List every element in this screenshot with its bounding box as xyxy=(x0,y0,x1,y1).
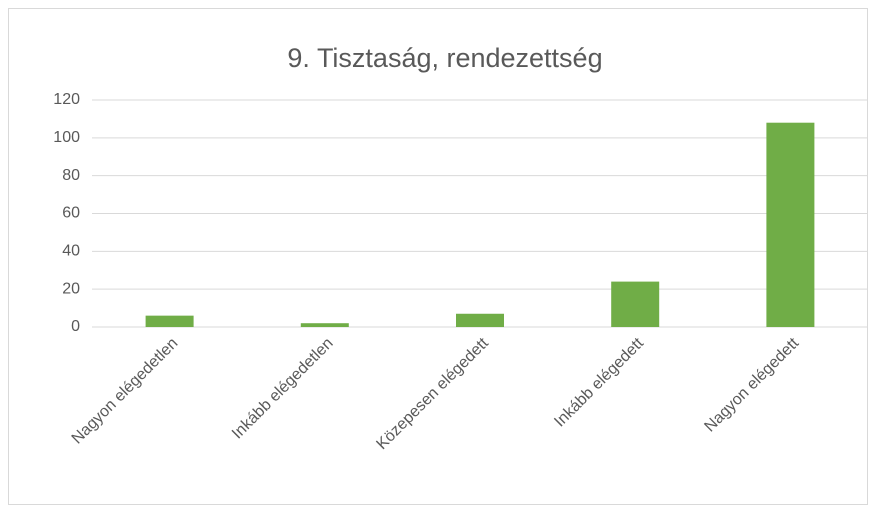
y-tick-label: 120 xyxy=(53,91,80,108)
bar xyxy=(766,122,815,327)
y-tick-label: 0 xyxy=(71,318,80,335)
chart-title: 9. Tisztaság, rendezettség xyxy=(287,43,602,73)
y-tick-label: 40 xyxy=(62,243,80,260)
bar xyxy=(300,323,349,327)
bar xyxy=(145,315,194,327)
chart-border xyxy=(8,8,868,505)
y-tick-label: 100 xyxy=(53,129,80,146)
bar xyxy=(611,281,660,327)
y-tick-label: 20 xyxy=(62,280,80,297)
bar xyxy=(456,313,504,327)
y-tick-label: 60 xyxy=(62,205,80,222)
y-tick-label: 80 xyxy=(62,167,80,184)
